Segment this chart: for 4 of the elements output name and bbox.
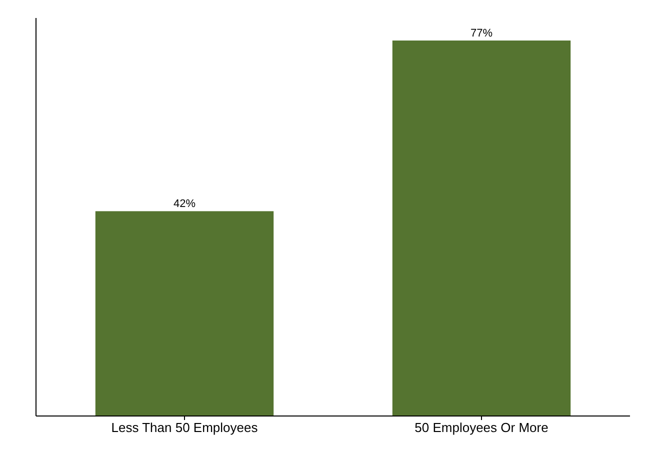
data-label: 42% (173, 198, 196, 210)
x-tick-label: 50 Employees Or More (414, 420, 548, 435)
x-tick-label: Less Than 50 Employees (111, 420, 258, 435)
data-label: 77% (470, 28, 493, 40)
